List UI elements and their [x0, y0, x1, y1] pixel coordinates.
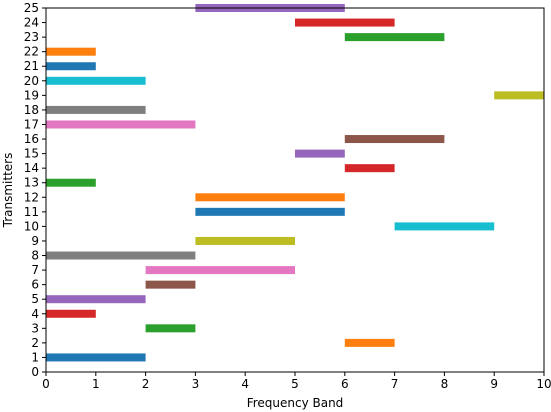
- y-tick-label: 8: [31, 249, 39, 263]
- bar-transmitter-1: [46, 353, 146, 362]
- y-tick-label: 12: [24, 190, 39, 204]
- bar-transmitter-2: [344, 338, 395, 347]
- bar-transmitter-6: [145, 280, 196, 289]
- y-axis-label: Transmitters: [1, 153, 15, 229]
- bar-transmitter-23: [344, 33, 445, 42]
- bar-transmitter-10: [394, 222, 495, 231]
- y-tick-label: 3: [31, 321, 39, 335]
- y-tick-label: 14: [24, 161, 39, 175]
- bar-transmitter-14: [344, 164, 395, 173]
- y-tick-label: 20: [24, 74, 39, 88]
- y-tick-label: 1: [31, 350, 39, 364]
- bar-transmitter-3: [145, 324, 196, 333]
- y-tick-label: 25: [24, 1, 39, 15]
- bar-transmitter-17: [46, 120, 196, 129]
- ticks-layer: 0 1 2 3 4 5 6 7 8 9 100123456789101112131415161718…: [24, 1, 551, 391]
- x-tick-label: 3: [192, 377, 200, 391]
- bar-transmitter-5: [46, 295, 146, 304]
- bar-transmitter-16: [344, 135, 445, 144]
- y-tick-label: 0: [31, 365, 39, 379]
- bar-transmitter-24: [295, 18, 395, 27]
- y-tick-label: 10: [24, 219, 39, 233]
- y-tick-label: 13: [24, 176, 39, 190]
- plot-frame: [45, 7, 545, 373]
- bar-transmitter-4: [46, 309, 96, 318]
- y-tick-label: 21: [24, 59, 39, 73]
- x-tick-label: 5: [291, 377, 299, 391]
- bar-transmitter-20: [46, 76, 146, 85]
- y-tick-label: 24: [24, 16, 39, 30]
- x-tick-label: 2: [142, 377, 150, 391]
- y-tick-label: 15: [24, 147, 39, 161]
- x-axis-label: Frequency Band: [247, 396, 344, 410]
- bar-transmitter-12: [195, 193, 345, 202]
- x-tick-label: 0: [42, 377, 50, 391]
- y-tick-label: 23: [24, 30, 39, 44]
- y-tick-label: 11: [24, 205, 39, 219]
- bar-transmitter-13: [46, 178, 96, 187]
- bar-transmitter-19: [494, 91, 544, 100]
- x-tick-label: 6: [341, 377, 349, 391]
- y-tick-label: 19: [24, 88, 39, 102]
- x-tick-label: 7: [391, 377, 399, 391]
- y-tick-label: 5: [31, 292, 39, 306]
- bar-transmitter-21: [46, 62, 96, 71]
- x-tick-label: 9: [490, 377, 498, 391]
- y-tick-label: 16: [24, 132, 39, 146]
- y-tick-label: 22: [24, 45, 39, 59]
- y-tick-label: 17: [24, 117, 39, 131]
- bar-transmitter-9: [195, 236, 295, 245]
- x-tick-label: 10: [536, 377, 551, 391]
- y-tick-label: 9: [31, 234, 39, 248]
- bar-transmitter-15: [295, 149, 345, 158]
- x-tick-label: 4: [241, 377, 249, 391]
- bar-transmitter-11: [195, 207, 345, 216]
- y-tick-label: 7: [31, 263, 39, 277]
- bar-transmitter-18: [46, 105, 146, 114]
- y-tick-label: 2: [31, 336, 39, 350]
- x-tick-label: 1: [92, 377, 100, 391]
- bars-layer: [46, 4, 544, 362]
- x-tick-label: 8: [441, 377, 449, 391]
- bar-transmitter-22: [46, 47, 96, 56]
- y-tick-label: 18: [24, 103, 39, 117]
- bar-transmitter-8: [46, 251, 196, 260]
- y-tick-label: 4: [31, 307, 39, 321]
- y-tick-label: 6: [31, 278, 39, 292]
- bar-transmitter-7: [145, 266, 295, 275]
